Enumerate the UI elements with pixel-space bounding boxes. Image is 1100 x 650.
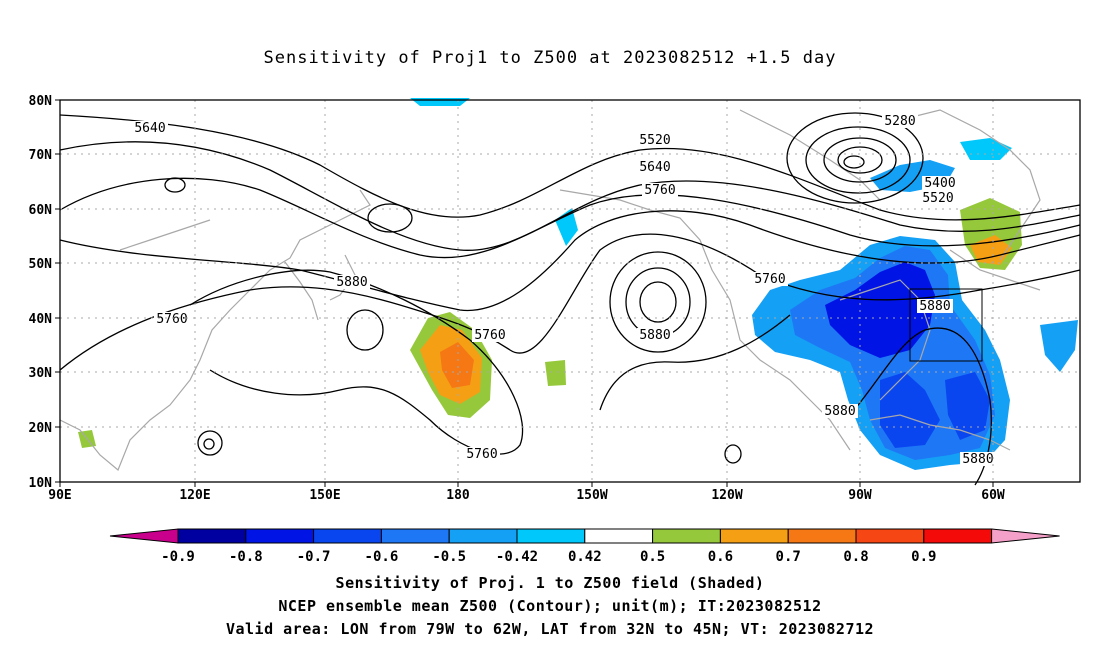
colorbar-swatch: [245, 528, 315, 544]
colorbar-swatch: [923, 528, 993, 544]
contour-labels: 5640552056405760528054005520588057605760…: [132, 114, 996, 467]
contour-label: 5880: [336, 275, 367, 290]
contour-label: 5640: [639, 160, 670, 175]
colorbar-label: 0.42: [568, 549, 602, 565]
contour-label: 5760: [466, 447, 497, 462]
shade-pos-weak-small: [545, 360, 566, 386]
contour-label: 5760: [474, 328, 505, 343]
colorbar: [109, 528, 1060, 544]
contour-label-bg: [917, 299, 953, 313]
caption-shaded: Sensitivity of Proj. 1 to Z500 field (Sh…: [335, 574, 765, 592]
contour-label: 5520: [922, 191, 953, 206]
colorbar-label: 0.7: [776, 549, 801, 565]
lon-tick-label: 120E: [179, 488, 210, 503]
colorbar-swatch: [855, 528, 925, 544]
contour-label-bg: [822, 404, 858, 418]
colorbar-label: -0.9: [161, 549, 195, 565]
contour-label: 5880: [824, 404, 855, 419]
colorbar-labels: -0.9 -0.8 -0.7 -0.6 -0.5 -0.42 0.42 0.5 0.6 0.7 0.…: [161, 549, 936, 565]
contour-label-bg: [637, 160, 673, 174]
caption-contour: NCEP ensemble mean Z500 (Contour); unit(…: [278, 597, 822, 615]
shade-pos-strong-dl: [440, 342, 474, 388]
contour-label: 5640: [134, 121, 165, 136]
contour-label: 5280: [884, 114, 915, 129]
sensitivity-map: 5640552056405760528054005520588057605760…: [29, 94, 1081, 565]
contour-label: 5880: [639, 328, 670, 343]
colorbar-label: -0.42: [496, 549, 538, 565]
contour-label-bg: [752, 272, 788, 286]
colorbar-swatch: [448, 528, 518, 544]
lat-tick-label: 10N: [29, 476, 53, 491]
contour-label-bg: [882, 114, 918, 128]
contour-label: 5520: [639, 133, 670, 148]
contour-label-bg: [464, 447, 500, 461]
lon-tick-label: 180: [446, 488, 470, 503]
colorbar-label: 0.9: [911, 549, 936, 565]
colorbar-swatch: [380, 528, 450, 544]
contour-label: 5760: [754, 272, 785, 287]
longitude-axis: 90E 120E 150E 180 150W 120W 90W 60W: [48, 482, 1005, 503]
colorbar-swatch: [177, 528, 247, 544]
shade-neg-strong: [825, 262, 935, 358]
contour-label: 5760: [644, 183, 675, 198]
colorbar-swatch: [719, 528, 789, 544]
colorbar-label: 0.8: [843, 549, 868, 565]
colorbar-label: 0.5: [640, 549, 665, 565]
contour-label: 5760: [156, 312, 187, 327]
contour-label-bg: [472, 328, 508, 342]
lat-tick-label: 80N: [29, 94, 53, 109]
colorbar-label: -0.6: [365, 549, 399, 565]
colorbar-high-arrow: [991, 528, 1060, 544]
contour-label-bg: [154, 312, 190, 326]
contour-label-bg: [637, 328, 673, 342]
contour-label: 5880: [962, 452, 993, 467]
colorbar-label: -0.5: [432, 549, 466, 565]
lat-tick-label: 30N: [29, 366, 53, 381]
contour-label-bg: [960, 452, 996, 466]
lon-tick-label: 90W: [848, 488, 872, 503]
contour-label-bg: [920, 191, 956, 205]
shade-arctic-blue-2: [960, 138, 1012, 160]
shade-neg-strong-2: [880, 372, 940, 448]
valid-area-box: [909, 288, 983, 362]
colorbar-swatch: [652, 528, 721, 544]
lon-tick-label: 150W: [576, 488, 607, 503]
colorbar-low-arrow: [109, 528, 179, 544]
lat-tick-label: 40N: [29, 312, 53, 327]
contour-label-bg: [922, 176, 958, 190]
lon-tick-label: 90E: [48, 488, 71, 503]
colorbar-swatch: [584, 528, 654, 544]
lon-tick-label: 150E: [309, 488, 340, 503]
shade-arctic-blue-3: [410, 98, 470, 106]
contour-label: 5400: [924, 176, 955, 191]
lat-tick-label: 50N: [29, 257, 53, 272]
contour-label-bg: [637, 133, 673, 147]
contour-layer: [59, 112, 1081, 486]
colorbar-swatch: [516, 528, 586, 544]
lat-tick-label: 20N: [29, 421, 53, 436]
colorbar-label: -0.8: [229, 549, 263, 565]
caption-valid-area: Valid area: LON from 79W to 62W, LAT fro…: [225, 620, 875, 638]
shade-east-blue: [1040, 320, 1078, 372]
contour-label: 5880: [919, 299, 950, 314]
lon-tick-label: 60W: [981, 488, 1005, 503]
lat-tick-label: 70N: [29, 148, 53, 163]
contour-label-bg: [132, 121, 168, 135]
contour-label-bg: [334, 275, 370, 289]
colorbar-label: 0.6: [708, 549, 733, 565]
colorbar-label: -0.7: [297, 549, 331, 565]
shade-neg-strong-3: [945, 372, 990, 440]
map-frame: [59, 99, 1081, 483]
lon-tick-label: 120W: [711, 488, 742, 503]
contour-label-bg: [642, 183, 678, 197]
colorbar-swatch: [313, 528, 382, 544]
grid-layer: [60, 100, 1080, 482]
latitude-axis: 80N 70N 60N 50N 40N 30N 20N 10N: [29, 94, 60, 491]
lat-tick-label: 60N: [29, 203, 53, 218]
map-title: Sensitivity of Proj1 to Z500 at 20230825…: [263, 48, 837, 68]
colorbar-swatch: [787, 528, 857, 544]
